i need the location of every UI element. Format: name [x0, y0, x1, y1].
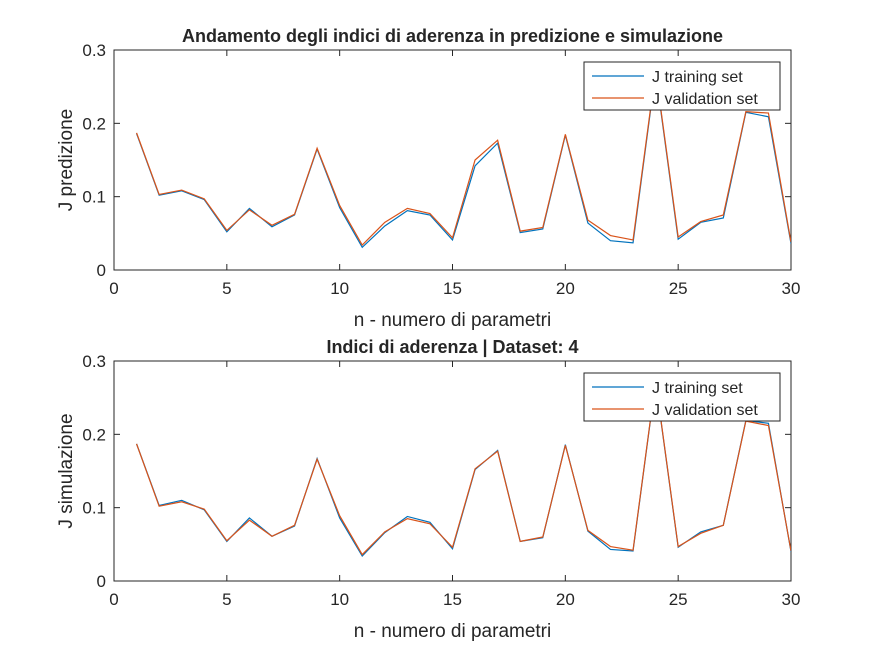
- x-tick-label: 25: [669, 279, 688, 298]
- x-tick-label: 10: [330, 279, 349, 298]
- legend-label: J validation set: [652, 402, 758, 419]
- x-axis-label: n - numero di parametri: [354, 310, 551, 331]
- y-tick-label: 0.1: [82, 188, 106, 207]
- x-tick-label: 30: [782, 590, 801, 609]
- x-tick-label: 10: [330, 590, 349, 609]
- y-axis-label: J simulazione: [56, 413, 77, 528]
- x-tick-label: 20: [556, 590, 575, 609]
- series-line-validation: [136, 70, 791, 247]
- legend: J training set J validation set: [583, 61, 781, 111]
- series-line-validation: [136, 380, 791, 556]
- y-tick-label: 0.3: [82, 352, 106, 371]
- x-tick-label: 0: [109, 279, 118, 298]
- x-tick-label: 25: [669, 590, 688, 609]
- legend-box: [583, 61, 781, 111]
- legend-label: J validation set: [652, 91, 758, 108]
- axes-panel-2: 0 5 10 15 20 25 30 0 0.1 0.2 0.3 Indici di aderenza…: [56, 337, 800, 642]
- y-tick-label: 0.3: [82, 41, 106, 60]
- x-tick-label: 30: [782, 279, 801, 298]
- y-tick-label: 0: [97, 572, 106, 591]
- x-tick-label: 15: [443, 590, 462, 609]
- x-tick-label: 20: [556, 279, 575, 298]
- y-axis-label: J predizione: [56, 109, 77, 211]
- y-tick-label: 0.2: [82, 114, 106, 133]
- series-line-training: [136, 71, 791, 249]
- legend-label: J training set: [652, 69, 743, 86]
- chart-title: Andamento degli indici di aderenza in pr…: [182, 26, 723, 46]
- chart-title: Indici di aderenza | Dataset: 4: [326, 337, 578, 357]
- x-tick-label: 5: [222, 279, 231, 298]
- x-tick-label: 0: [109, 590, 118, 609]
- legend: J training set J validation set: [583, 372, 781, 422]
- x-tick-label: 15: [443, 279, 462, 298]
- x-axis-label: n - numero di parametri: [354, 621, 551, 642]
- legend-box: [583, 372, 781, 422]
- y-tick-label: 0.2: [82, 425, 106, 444]
- y-tick-label: 0.1: [82, 499, 106, 518]
- axes-panel-1: 0 5 10 15 20 25 30 0 0.1 0.2 0.3 Andamento degli in…: [56, 26, 800, 331]
- y-tick-label: 0: [97, 261, 106, 280]
- legend-label: J training set: [652, 380, 743, 397]
- x-tick-label: 5: [222, 590, 231, 609]
